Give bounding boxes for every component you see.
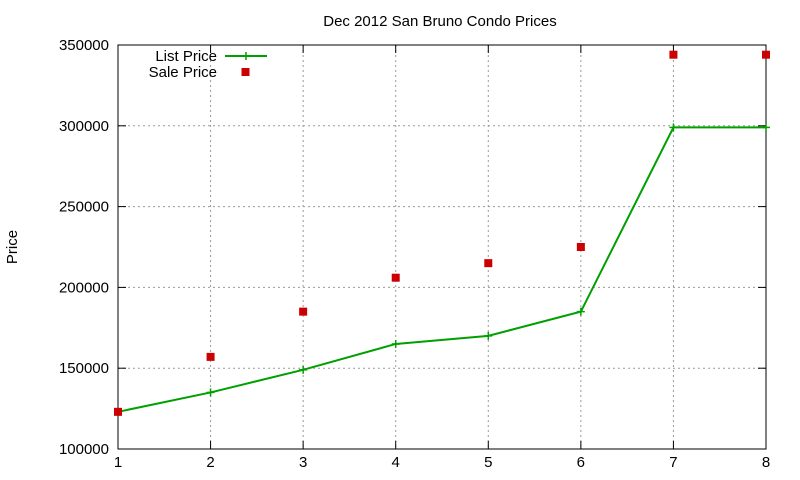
data-point [206,388,215,397]
x-tick-label: 2 [206,454,214,471]
x-tick-label: 6 [577,454,585,471]
y-axis-ticks: 100000 150000 200000 250000 300000 350000 [59,37,766,458]
legend-item: Sale Price [149,64,250,81]
series-list-price [114,123,770,416]
chart-title: Dec 2012 San Bruno Condo Prices [323,13,556,30]
y-tick-label: 100000 [59,441,109,458]
data-point [391,273,400,282]
y-tick-label: 250000 [59,199,109,216]
data-point [299,365,308,374]
x-axis-ticks: 1 2 3 4 5 6 7 8 [114,45,770,471]
x-tick-label: 5 [484,454,492,471]
legend-label: List Price [155,48,217,65]
x-tick-label: 4 [392,454,400,471]
x-tick-label: 7 [669,454,677,471]
series-layer [114,50,770,416]
y-tick-label: 300000 [59,118,109,135]
data-point [391,339,400,348]
y-tick-label: 350000 [59,37,109,54]
data-point [484,331,493,340]
data-point [484,259,493,268]
data-point [576,307,585,316]
legend-swatch [241,68,250,76]
series-line [117,126,766,413]
legend-item: List Price [155,48,267,65]
data-point [299,307,308,316]
y-tick-label: 150000 [59,360,109,377]
plot-border [117,44,767,450]
data-point [114,407,122,416]
data-point [669,123,678,132]
legend-marker [242,52,250,60]
data-point [206,352,215,361]
data-point [576,243,585,251]
grid [118,45,766,449]
y-tick-label: 200000 [59,279,109,296]
series-sale-price [114,50,770,416]
x-tick-label: 8 [762,454,770,471]
data-point [762,123,770,132]
y-axis-label: Price [4,230,21,264]
data-point [669,50,678,59]
legend-label: Sale Price [149,64,217,81]
data-point [762,50,770,59]
x-tick-label: 3 [299,454,307,471]
x-tick-label: 1 [114,454,122,471]
